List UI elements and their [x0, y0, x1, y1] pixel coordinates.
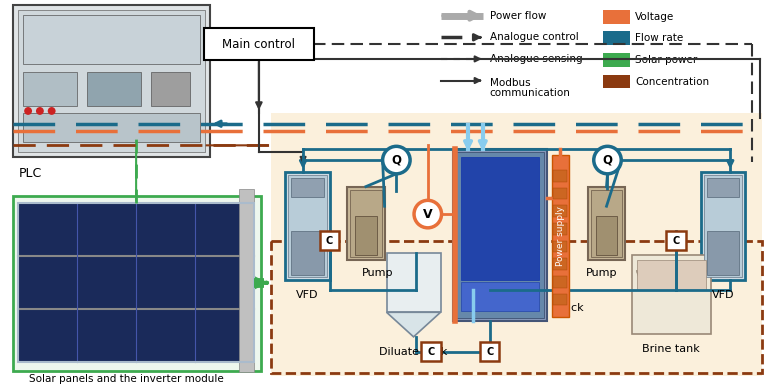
- Text: VFD: VFD: [712, 290, 734, 300]
- Text: Diluate tank: Diluate tank: [379, 346, 448, 357]
- Bar: [291, 231, 323, 275]
- Circle shape: [383, 146, 410, 174]
- Bar: [13, 196, 261, 371]
- Text: VFD: VFD: [296, 290, 319, 300]
- Bar: [706, 178, 739, 198]
- Bar: [551, 155, 569, 317]
- Bar: [704, 175, 742, 277]
- Bar: [480, 342, 499, 362]
- Text: Main control: Main control: [222, 38, 296, 51]
- Bar: [603, 10, 630, 23]
- FancyBboxPatch shape: [204, 28, 314, 60]
- Circle shape: [36, 107, 44, 115]
- Bar: [461, 157, 539, 280]
- Text: Pump: Pump: [362, 268, 394, 278]
- Text: C: C: [427, 346, 435, 357]
- Text: Solar power: Solar power: [635, 55, 697, 65]
- Bar: [637, 260, 706, 290]
- Bar: [421, 342, 441, 362]
- Text: Analogue control: Analogue control: [489, 32, 578, 42]
- Bar: [603, 32, 630, 45]
- Bar: [632, 255, 710, 334]
- Bar: [603, 53, 630, 67]
- Text: Q: Q: [602, 154, 612, 167]
- Text: C: C: [672, 236, 680, 246]
- Bar: [286, 172, 330, 280]
- Circle shape: [594, 146, 621, 174]
- Bar: [387, 253, 441, 312]
- Bar: [603, 75, 630, 89]
- Bar: [87, 72, 141, 106]
- Text: Flow rate: Flow rate: [635, 33, 683, 43]
- Text: Brine tank: Brine tank: [642, 344, 700, 354]
- Bar: [23, 15, 200, 64]
- Bar: [591, 189, 622, 257]
- Text: V: V: [423, 208, 432, 221]
- Bar: [554, 187, 567, 199]
- Text: Power flow: Power flow: [489, 11, 546, 21]
- Bar: [453, 149, 547, 321]
- Bar: [554, 294, 567, 305]
- Bar: [596, 216, 618, 255]
- Bar: [239, 189, 254, 372]
- Text: Q: Q: [391, 154, 401, 167]
- Text: Voltage: Voltage: [635, 12, 674, 22]
- Bar: [19, 203, 254, 362]
- Bar: [23, 72, 77, 106]
- Bar: [271, 113, 762, 376]
- Bar: [13, 5, 210, 157]
- Text: PLC: PLC: [19, 167, 42, 180]
- Text: Power supply: Power supply: [556, 206, 565, 266]
- Text: communication: communication: [489, 89, 571, 99]
- Circle shape: [48, 107, 56, 115]
- Bar: [587, 187, 625, 260]
- Text: Concentration: Concentration: [635, 77, 709, 87]
- Text: C: C: [326, 236, 334, 246]
- Circle shape: [414, 200, 442, 228]
- Bar: [291, 178, 323, 198]
- Bar: [554, 170, 567, 182]
- Bar: [350, 189, 381, 257]
- Bar: [666, 231, 686, 250]
- Bar: [347, 187, 384, 260]
- Text: Modbus: Modbus: [489, 78, 530, 87]
- Bar: [355, 216, 377, 255]
- Text: C: C: [486, 346, 493, 357]
- Bar: [701, 172, 745, 280]
- Bar: [554, 205, 567, 217]
- Bar: [456, 152, 543, 318]
- Text: ED
stack: ED stack: [554, 292, 584, 313]
- Bar: [706, 231, 739, 275]
- Bar: [19, 203, 254, 362]
- Text: Solar panels and the inverter module: Solar panels and the inverter module: [29, 374, 224, 384]
- Bar: [23, 113, 200, 142]
- Bar: [554, 258, 567, 270]
- Bar: [554, 276, 567, 288]
- Polygon shape: [387, 312, 441, 337]
- Text: Analogue sensing: Analogue sensing: [489, 54, 582, 64]
- Bar: [554, 241, 567, 253]
- Bar: [151, 72, 190, 106]
- Bar: [461, 282, 539, 311]
- Bar: [271, 241, 762, 373]
- Circle shape: [24, 107, 32, 115]
- Bar: [288, 175, 327, 277]
- Text: Pump: Pump: [586, 268, 618, 278]
- Bar: [320, 231, 340, 250]
- Bar: [554, 223, 567, 235]
- Bar: [19, 10, 205, 152]
